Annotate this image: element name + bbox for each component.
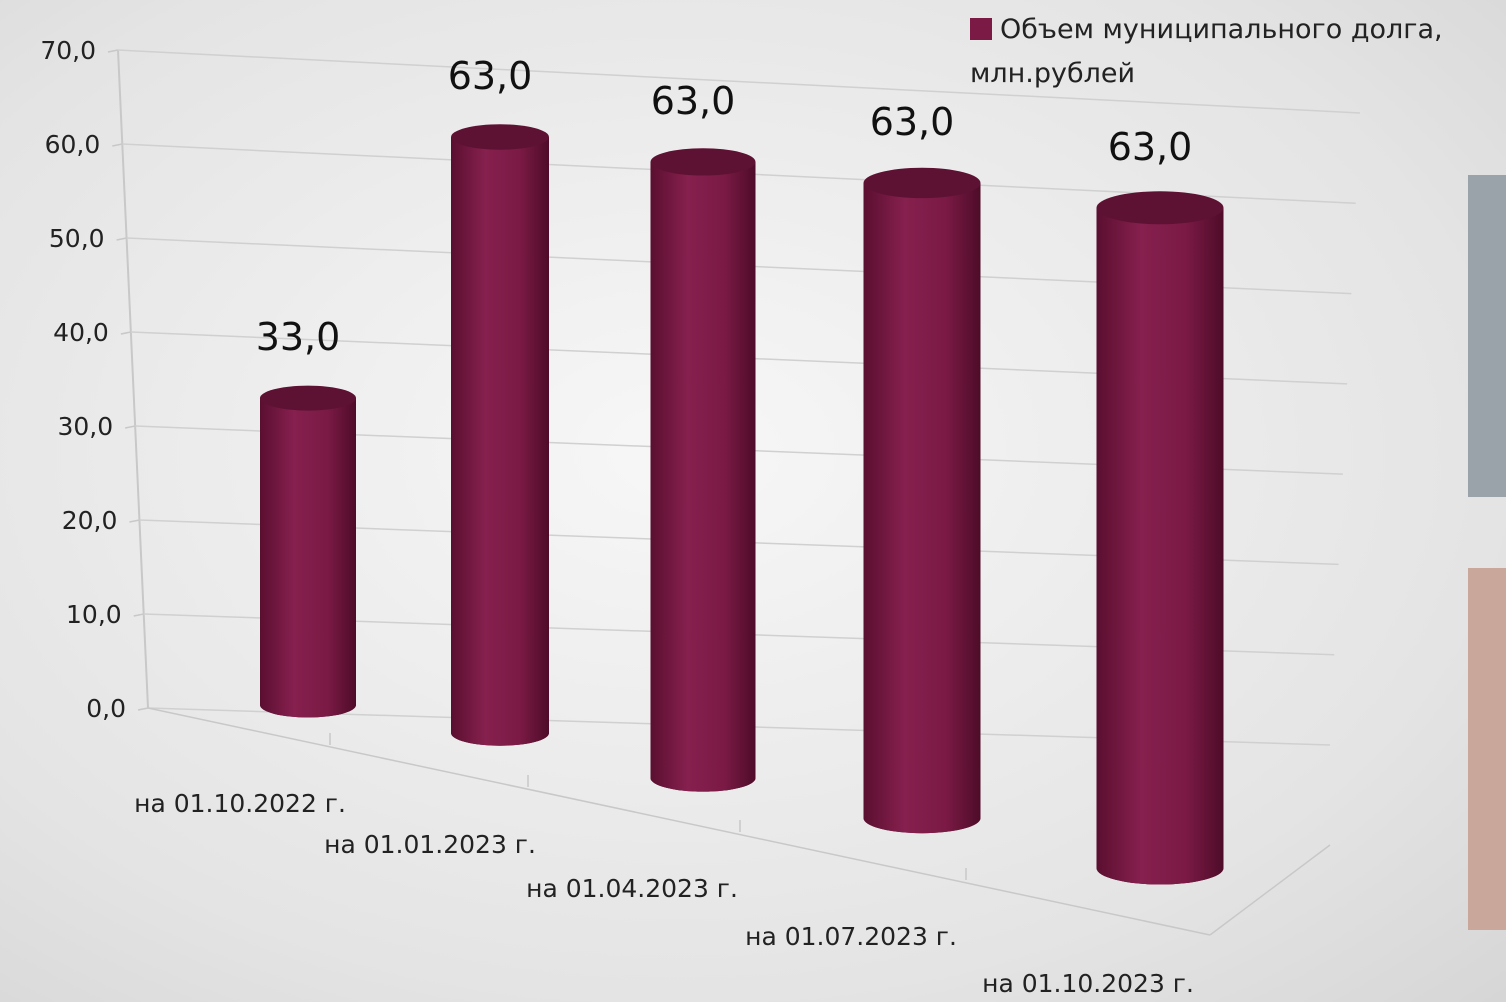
- legend-swatch: [970, 18, 992, 40]
- x-tick-label: на 01.10.2023 г.: [982, 969, 1194, 998]
- value-label: 63,0: [870, 100, 955, 144]
- floor-edge: [1209, 844, 1331, 936]
- bar: [260, 398, 356, 705]
- y-tick: [137, 707, 149, 711]
- photo: [1468, 175, 1506, 497]
- y-tick: [133, 613, 144, 617]
- y-tick-label: 10,0: [66, 600, 122, 629]
- y-tick: [107, 49, 119, 53]
- y-tick-label: 60,0: [45, 130, 101, 159]
- bar: [863, 182, 981, 818]
- legend-label: Объем муниципального долга, млн.рублей: [970, 14, 1443, 89]
- bar-bottom-cap: [863, 802, 981, 834]
- x-tick-label: на 01.07.2023 г.: [745, 922, 957, 951]
- photo: [1468, 568, 1506, 930]
- y-tick-label: 40,0: [53, 318, 109, 347]
- value-label: 63,0: [448, 54, 533, 98]
- y-tick: [116, 237, 127, 241]
- bar-top: [1096, 191, 1224, 225]
- y-tick-label: 30,0: [57, 412, 113, 441]
- floor-edge: [147, 707, 1211, 936]
- y-tick: [124, 425, 136, 429]
- x-tick-label: на 01.10.2022 г.: [134, 789, 346, 818]
- bar-top: [650, 148, 756, 176]
- y-tick: [129, 519, 140, 523]
- y-tick-label: 70,0: [40, 36, 96, 65]
- bar: [1096, 207, 1224, 868]
- bar: [451, 137, 549, 733]
- bar-top: [863, 167, 981, 199]
- value-label: 63,0: [651, 79, 736, 123]
- x-tick-label: на 01.01.2023 г.: [324, 830, 536, 859]
- bar-bottom-cap: [1096, 851, 1224, 885]
- y-tick-label: 0,0: [86, 694, 126, 723]
- bar: [650, 161, 756, 779]
- bar-bottom-cap: [451, 720, 549, 746]
- value-label: 33,0: [256, 315, 341, 359]
- bar-top: [260, 385, 356, 411]
- legend: Объем муниципального долга, млн.рублей: [970, 8, 1490, 96]
- value-label: 63,0: [1108, 125, 1193, 169]
- y-tick-label: 50,0: [49, 224, 105, 253]
- y-axis: [117, 49, 149, 709]
- bar-bottom-cap: [260, 692, 356, 718]
- y-tick: [112, 143, 123, 147]
- bar-top: [451, 124, 549, 150]
- y-tick: [120, 331, 132, 335]
- y-tick-label: 20,0: [62, 506, 118, 535]
- bar-bottom-cap: [650, 764, 756, 792]
- x-tick-label: на 01.04.2023 г.: [526, 874, 738, 903]
- grid-line: [117, 49, 1361, 114]
